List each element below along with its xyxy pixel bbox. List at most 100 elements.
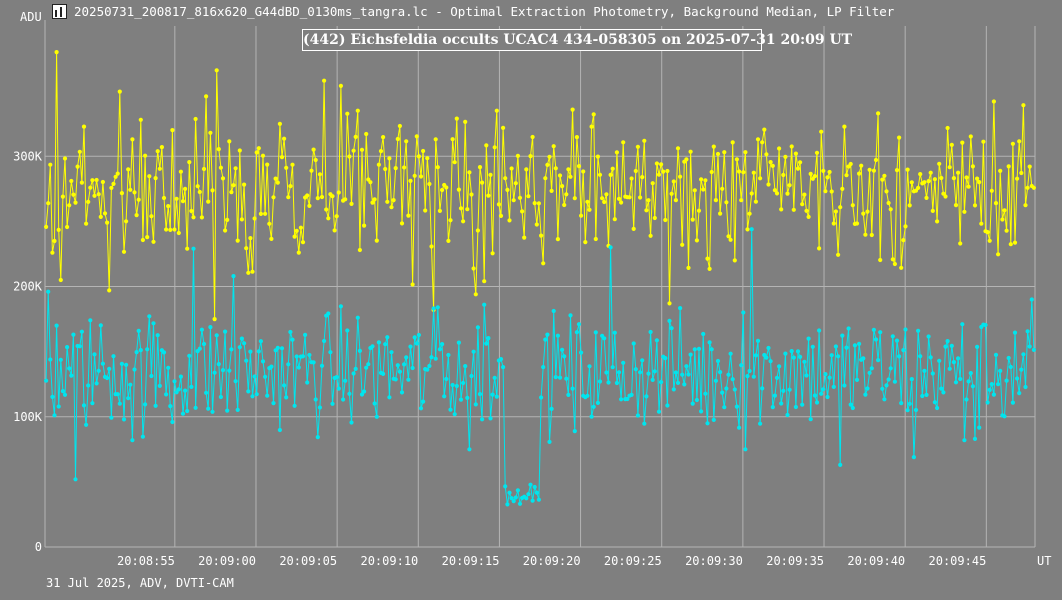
target-data-point — [1027, 164, 1032, 169]
comparison-data-point — [387, 395, 392, 400]
target-data-point — [121, 249, 127, 254]
target-data-point — [762, 127, 767, 132]
comparison-data-point — [397, 369, 402, 374]
target-data-point — [246, 270, 251, 275]
comparison-data-point — [317, 405, 322, 410]
target-data-point — [903, 224, 908, 229]
target-data-point — [949, 142, 954, 147]
target-data-point — [536, 201, 542, 206]
target-data-point — [372, 197, 377, 202]
comparison-data-point — [642, 421, 647, 426]
comparison-data-point — [654, 338, 660, 343]
target-data-point — [612, 217, 617, 222]
comparison-data-point — [913, 407, 919, 413]
target-data-point — [878, 257, 883, 263]
comparison-data-point — [248, 349, 253, 354]
target-data-point — [427, 181, 432, 187]
comparison-data-point — [437, 347, 442, 352]
comparison-data-point — [515, 488, 521, 493]
target-data-point — [385, 199, 390, 204]
target-data-point — [741, 170, 746, 175]
comparison-data-point — [355, 315, 360, 320]
target-data-point — [718, 211, 723, 216]
comparison-data-point — [758, 421, 763, 426]
comparison-data-point — [94, 381, 99, 386]
comparison-data-point — [458, 397, 464, 402]
target-data-point — [739, 198, 744, 203]
comparison-data-point — [235, 407, 240, 412]
comparison-data-point — [62, 392, 68, 397]
comparison-data-point — [315, 435, 320, 440]
comparison-data-point — [964, 397, 969, 402]
target-data-point — [223, 228, 228, 233]
comparison-data-point — [768, 359, 773, 364]
target-data-point — [132, 190, 137, 195]
comparison-data-point — [134, 350, 139, 355]
comparison-data-point — [44, 378, 49, 383]
target-data-point — [972, 203, 978, 208]
target-data-point — [964, 175, 969, 180]
target-data-point — [482, 279, 487, 284]
target-data-point — [859, 163, 864, 168]
target-data-point — [968, 134, 973, 139]
target-data-point — [408, 178, 413, 183]
comparison-data-point — [646, 371, 651, 376]
target-data-point — [701, 187, 706, 192]
comparison-data-point — [897, 354, 902, 359]
app-icon[interactable] — [52, 4, 67, 19]
target-data-point — [359, 147, 365, 152]
comparison-data-point — [595, 400, 601, 405]
comparison-data-point — [183, 388, 188, 393]
comparison-data-point — [882, 397, 887, 402]
target-data-point — [589, 124, 594, 129]
target-data-point — [935, 219, 940, 224]
comparison-data-point — [888, 366, 893, 371]
comparison-data-point — [96, 368, 101, 373]
target-data-point — [711, 144, 716, 149]
comparison-data-point — [246, 389, 251, 394]
comparison-data-point — [199, 327, 204, 332]
comparison-data-point — [402, 362, 407, 367]
target-data-point — [343, 197, 348, 202]
target-data-point — [842, 124, 847, 129]
comparison-data-point — [433, 356, 438, 361]
comparison-data-point — [644, 394, 649, 399]
target-data-point — [918, 172, 923, 177]
comparison-data-point — [827, 375, 832, 380]
comparison-data-point — [829, 353, 834, 358]
comparison-data-point — [86, 383, 91, 388]
target-data-point — [423, 208, 428, 213]
comparison-data-point — [987, 387, 992, 392]
target-data-point — [987, 238, 992, 243]
comparison-data-point — [745, 374, 750, 379]
target-data-point — [785, 191, 790, 196]
comparison-data-point — [673, 370, 679, 375]
target-data-point — [642, 138, 647, 143]
comparison-data-point — [189, 384, 194, 389]
target-data-point — [166, 204, 171, 209]
target-data-point — [183, 186, 188, 191]
chart-title: (442) Eichsfeldia occults UCAC4 434-0583… — [302, 29, 852, 51]
comparison-data-point — [684, 364, 689, 369]
target-data-point — [597, 172, 603, 177]
comparison-data-point — [793, 404, 799, 410]
target-data-point — [979, 221, 984, 226]
comparison-data-point — [343, 378, 348, 383]
target-data-point — [726, 234, 731, 239]
target-data-point — [669, 191, 674, 196]
target-data-point — [905, 167, 910, 172]
target-data-point — [467, 170, 472, 175]
comparison-data-point — [488, 416, 493, 421]
comparison-data-point — [739, 363, 744, 368]
target-data-point — [189, 208, 194, 214]
comparison-data-point — [755, 338, 761, 343]
comparison-data-point — [351, 371, 356, 376]
target-data-point — [863, 232, 868, 237]
comparison-data-point — [473, 402, 478, 407]
comparison-data-point — [876, 358, 881, 363]
comparison-data-point — [60, 389, 65, 394]
target-data-point — [557, 173, 563, 178]
target-data-point — [890, 257, 895, 262]
target-data-point — [242, 182, 247, 187]
target-data-point — [187, 160, 192, 165]
